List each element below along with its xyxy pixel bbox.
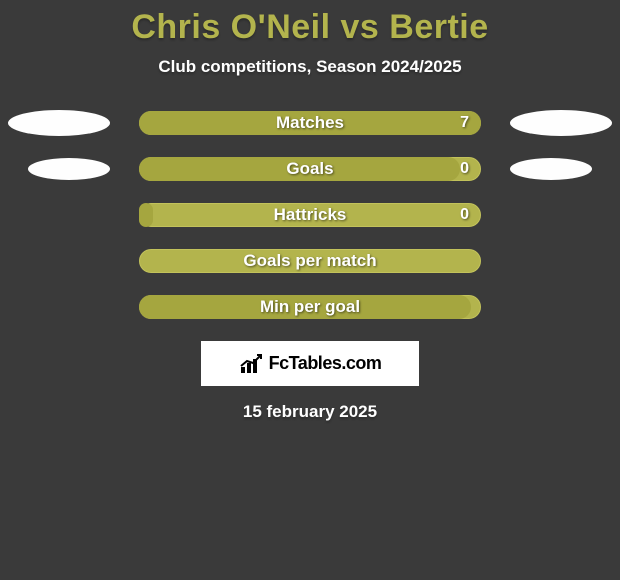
stat-row: Goals 0 <box>0 157 620 181</box>
brand-text: FcTables.com <box>269 353 382 374</box>
stat-row: Goals per match <box>0 249 620 273</box>
stat-bar: Goals 0 <box>139 157 481 181</box>
left-marker-ellipse <box>28 158 110 180</box>
brand-badge: FcTables.com <box>201 341 419 386</box>
stat-row: Hattricks 0 <box>0 203 620 227</box>
bar-track <box>139 249 481 273</box>
bar-fill <box>139 111 481 135</box>
right-marker-ellipse <box>510 110 612 136</box>
page-subtitle: Club competitions, Season 2024/2025 <box>158 57 461 77</box>
left-marker-ellipse <box>8 110 110 136</box>
bar-fill <box>139 203 153 227</box>
bar-fill <box>139 295 471 319</box>
right-marker-ellipse <box>510 158 592 180</box>
stat-rows: Matches 7 Goals 0 Hattricks 0 <box>0 111 620 319</box>
stat-bar: Min per goal <box>139 295 481 319</box>
comparison-infographic: Chris O'Neil vs Bertie Club competitions… <box>0 0 620 580</box>
stat-row: Min per goal <box>0 295 620 319</box>
stat-bar: Hattricks 0 <box>139 203 481 227</box>
bar-track <box>139 203 481 227</box>
page-title: Chris O'Neil vs Bertie <box>131 8 488 47</box>
brand-chart-icon <box>239 353 265 375</box>
date-text: 15 february 2025 <box>243 402 377 422</box>
stat-bar: Matches 7 <box>139 111 481 135</box>
stat-bar: Goals per match <box>139 249 481 273</box>
stat-row: Matches 7 <box>0 111 620 135</box>
bar-fill <box>139 157 460 181</box>
